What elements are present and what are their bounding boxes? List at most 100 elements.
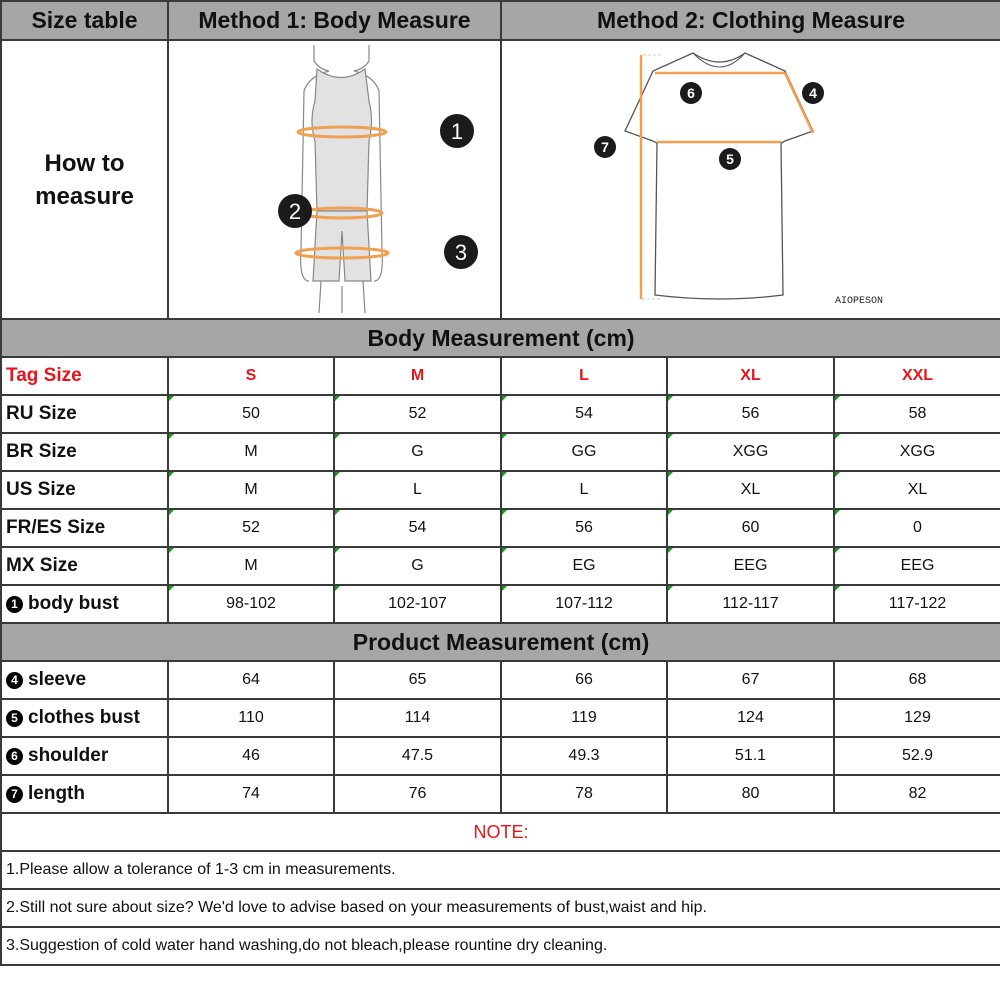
table-cell: 68 [832,660,1000,700]
marker-1: 1 [451,119,463,144]
table-cell: M [167,470,335,510]
tag-size-cell: M [333,356,502,396]
marker-3: 3 [455,240,467,265]
table-cell: GG [500,432,668,472]
table-row: MX Size M G EG EEG EEG [0,546,1000,586]
tag-size-cell: XL [666,356,835,396]
row-label-text: clothes bust [28,707,140,728]
clothing-measure-illustration: 4 5 6 7 AIOPESON [499,39,1000,320]
table-cell: 58 [832,394,1000,434]
row-label: MX Size [0,546,169,586]
table-cell: 98-102 [167,584,335,624]
header-row: Size table Method 1: Body Measure Method… [0,0,1000,41]
illustration-row: How to measure [0,39,1000,320]
size-table: Size table Method 1: Body Measure Method… [0,0,1000,966]
table-cell: 50 [167,394,335,434]
number-marker-icon: 7 [6,786,23,803]
marker-7: 7 [601,139,609,155]
note-line: 2.Still not sure about size? We'd love t… [0,888,1000,928]
note-title: NOTE: [0,812,1000,852]
table-cell: 66 [500,660,668,700]
table-cell: 117-122 [832,584,1000,624]
table-cell: 49.3 [500,736,668,776]
section-header-row: Body Measurement (cm) [0,318,1000,358]
table-row: 1 body bust 98-102 102-107 107-112 112-117 117… [0,584,1000,624]
body-measure-illustration: 1 2 3 [167,39,502,320]
how-to-measure-label: How to measure [0,39,169,320]
table-row: 5 clothes bust 110 114 119 124 129 [0,698,1000,738]
table-cell: 78 [500,774,668,814]
note-line: 1.Please allow a tolerance of 1-3 cm in … [0,850,1000,890]
table-cell: EEG [832,546,1000,586]
row-label-text: shoulder [28,745,109,766]
table-cell: G [333,546,502,586]
table-cell: 52.9 [832,736,1000,776]
table-cell: 64 [167,660,335,700]
tag-size-cell: XXL [832,356,1000,396]
table-row: BR Size M G GG XGG XGG [0,432,1000,472]
table-cell: G [333,432,502,472]
table-cell: XGG [832,432,1000,472]
table-cell: 124 [666,698,835,738]
size-table-title: Size table [0,0,169,41]
row-label: 4 sleeve [0,660,169,700]
table-cell: XL [832,470,1000,510]
table-cell: 102-107 [333,584,502,624]
table-cell: 52 [333,394,502,434]
row-label-text: FR/ES Size [6,517,106,538]
row-label: US Size [0,470,169,510]
table-cell: EG [500,546,668,586]
note-row: 3.Suggestion of cold water hand washing,… [0,926,1000,966]
row-label-text: sleeve [28,669,87,690]
table-cell: 46 [167,736,335,776]
table-cell: XGG [666,432,835,472]
table-cell: 52 [167,508,335,548]
table-cell: 112-117 [666,584,835,624]
table-cell: 114 [333,698,502,738]
table-cell: 65 [333,660,502,700]
section-title: Product Measurement (cm) [0,622,1000,662]
marker-4: 4 [809,85,817,101]
table-cell: 129 [832,698,1000,738]
row-label-text: length [28,783,85,804]
table-row: RU Size 50 52 54 56 58 [0,394,1000,434]
brand-label: AIOPESON [835,296,883,307]
note-row: 2.Still not sure about size? We'd love t… [0,888,1000,928]
row-label-text: body bust [28,593,119,614]
table-cell: 82 [832,774,1000,814]
tag-size-cell: L [500,356,668,396]
tag-size-row: Tag Size S M L XL XXL [0,356,1000,396]
tshirt-figure-icon: 4 5 6 7 AIOPESON [594,52,883,307]
how-to-line-1: How to [44,149,125,177]
table-cell: 60 [666,508,835,548]
section-header-row: Product Measurement (cm) [0,622,1000,662]
table-cell: M [167,432,335,472]
table-cell: 110 [167,698,335,738]
number-marker-icon: 4 [6,672,23,689]
tag-size-cell: S [167,356,335,396]
row-label-text: US Size [6,479,76,500]
section-title: Body Measurement (cm) [0,318,1000,358]
table-cell: 56 [500,508,668,548]
method1-title: Method 1: Body Measure [167,0,502,41]
table-cell: 76 [333,774,502,814]
how-to-line-2: measure [35,182,134,210]
note-title-row: NOTE: [0,812,1000,852]
note-row: 1.Please allow a tolerance of 1-3 cm in … [0,850,1000,890]
table-cell: 47.5 [333,736,502,776]
table-cell: 51.1 [666,736,835,776]
table-cell: 67 [666,660,835,700]
marker-2: 2 [289,199,301,224]
marker-5: 5 [726,151,734,167]
number-marker-icon: 1 [6,596,23,613]
row-label: FR/ES Size [0,508,169,548]
tag-size-label: Tag Size [0,356,169,396]
row-label-text: RU Size [6,403,77,424]
marker-6: 6 [687,85,695,101]
table-cell: 74 [167,774,335,814]
row-label: RU Size [0,394,169,434]
number-marker-icon: 6 [6,748,23,765]
table-cell: 54 [500,394,668,434]
row-label: BR Size [0,432,169,472]
table-cell: 54 [333,508,502,548]
